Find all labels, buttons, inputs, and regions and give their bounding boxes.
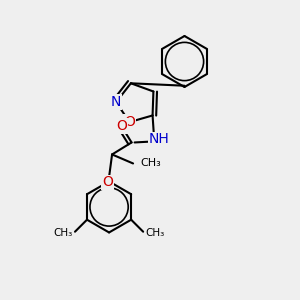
Text: CH₃: CH₃	[146, 228, 165, 238]
Text: N: N	[111, 95, 121, 109]
Text: NH: NH	[149, 133, 170, 146]
Text: CH₃: CH₃	[53, 228, 73, 238]
Text: CH₃: CH₃	[141, 158, 161, 169]
Text: O: O	[124, 115, 135, 129]
Text: O: O	[102, 176, 113, 189]
Text: O: O	[116, 119, 127, 133]
